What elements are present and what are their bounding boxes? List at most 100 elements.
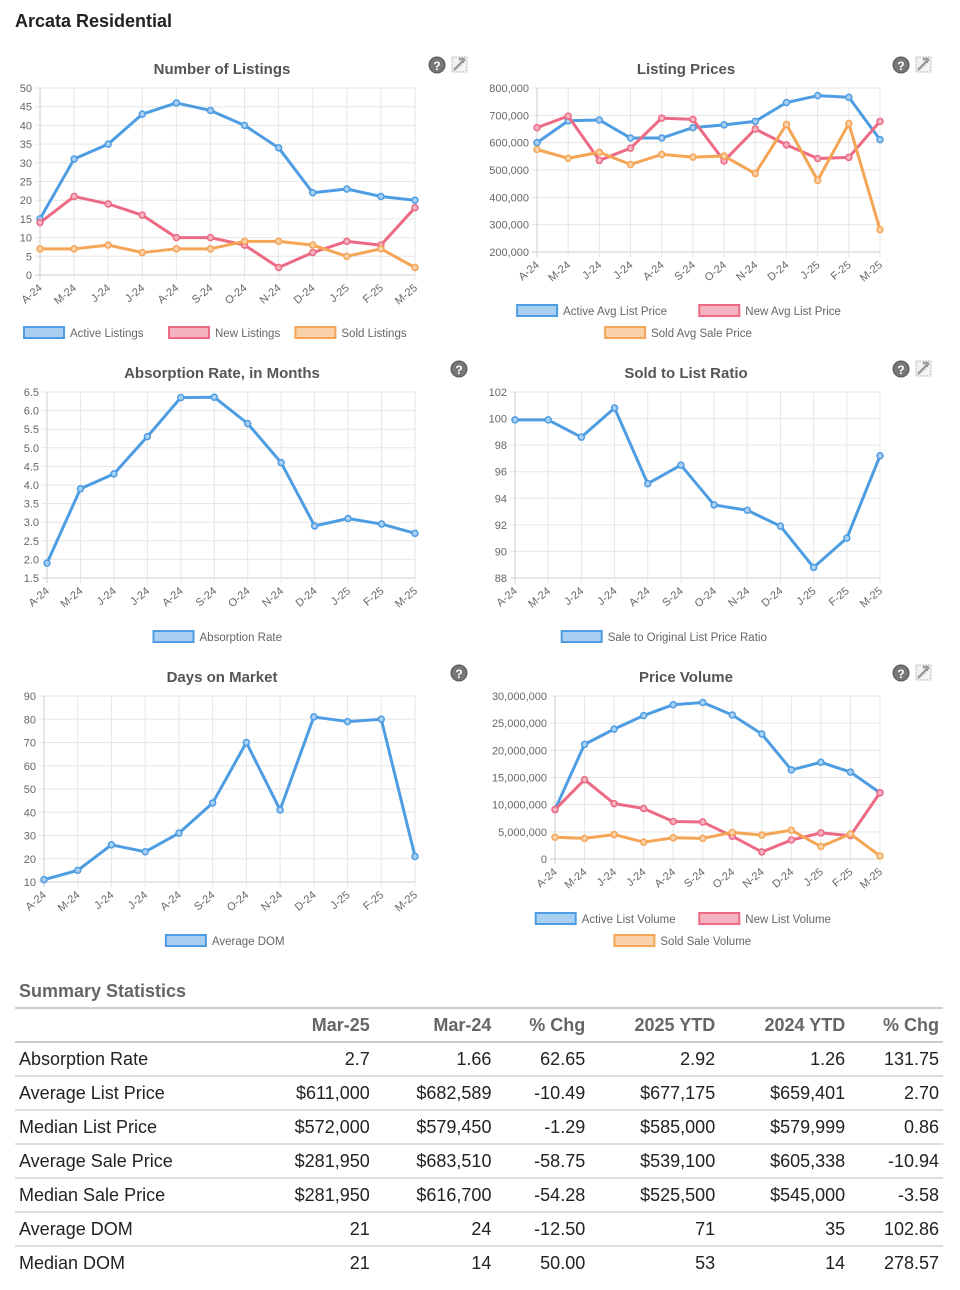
column-header: Mar-24 [373, 1007, 496, 1043]
data-point [580, 775, 589, 784]
legend-item[interactable]: Active Avg List Price [516, 304, 667, 318]
data-point [626, 134, 635, 142]
data-point [751, 117, 760, 126]
data-point [511, 416, 519, 424]
data-point [580, 834, 589, 843]
x-tick-label: N-24 [260, 585, 286, 610]
table-row: Average DOM 21 24 -12.50 71 35 102.86 [15, 1212, 943, 1247]
help-icon-glyph: ? [897, 363, 904, 377]
data-point [310, 713, 318, 721]
chart-settings-icon[interactable] [915, 360, 932, 377]
chart-settings-icon[interactable] [915, 56, 932, 73]
table-cell: $572,000 [252, 1110, 374, 1145]
data-point [308, 241, 317, 249]
data-point [813, 91, 822, 100]
series-line [554, 828, 881, 858]
help-question-icon[interactable]: ? [450, 664, 468, 682]
table-row: Absorption Rate 2.7 1.66 62.65 2.92 1.26 131.7… [15, 1042, 943, 1077]
help-question-icon[interactable]: ? [892, 360, 910, 378]
data-point [36, 245, 44, 253]
data-point [817, 842, 825, 851]
legend-item[interactable]: New Avg List Price [698, 304, 841, 318]
data-point [595, 156, 604, 165]
x-tick-label: J-24 [92, 889, 116, 912]
data-point [343, 717, 352, 726]
help-question-icon[interactable]: ? [892, 56, 910, 74]
x-tick-label: M-25 [858, 259, 885, 284]
data-point [533, 123, 541, 132]
x-tick-label: D-24 [293, 889, 319, 914]
chart-settings-icon[interactable] [915, 664, 932, 681]
help-question-icon[interactable]: ? [450, 360, 468, 378]
legend-item[interactable]: Sold Listings [294, 326, 407, 340]
chart-number-of-listings: Number of Listings ? 0 5 10 15 20 25 30 35 40 45 50 A… [19, 56, 468, 340]
data-point [206, 233, 215, 242]
x-tick-label: N-24 [726, 585, 752, 610]
y-tick-label: 3.5 [24, 499, 39, 511]
legend-item[interactable]: Sold Sale Volume [613, 934, 751, 948]
data-point [639, 804, 648, 813]
table-cell: $281,950 [252, 1144, 374, 1179]
data-point [377, 715, 386, 723]
y-tick-label: 2.5 [24, 536, 39, 548]
x-tick-label: M-24 [546, 259, 573, 284]
x-tick-label: M-25 [393, 282, 420, 307]
legend-item[interactable]: Average DOM [164, 934, 285, 948]
series-new-list-volume [551, 775, 884, 856]
data-point [274, 263, 283, 272]
y-tick-label: 90 [495, 546, 507, 558]
data-point [177, 393, 185, 402]
column-header: 2024 YTD [719, 1007, 850, 1043]
series-line [39, 194, 417, 270]
chart-settings-icon[interactable] [451, 56, 468, 73]
data-point [657, 114, 666, 122]
legend-item[interactable]: New List Volume [698, 912, 831, 926]
legend-label: Active Avg List Price [563, 306, 667, 318]
data-point [411, 196, 419, 204]
x-tick-label: J-25 [794, 585, 818, 608]
data-point [782, 141, 791, 149]
legend-label: New Avg List Price [745, 306, 841, 318]
help-question-icon[interactable]: ? [892, 664, 910, 682]
legend-item[interactable]: Sale to Original List Price Ratio [560, 630, 767, 644]
legend-item[interactable]: Absorption Rate [152, 630, 282, 644]
data-point [551, 805, 559, 814]
data-point [610, 830, 618, 839]
data-point [580, 740, 589, 749]
x-tick-label: O-24 [226, 585, 252, 610]
legend-item[interactable]: Active Listings [23, 326, 144, 340]
x-tick-label: S-24 [660, 585, 686, 609]
data-point [845, 119, 853, 128]
y-tick-label: 92 [495, 520, 507, 532]
series-active-list-volume [551, 698, 884, 814]
y-tick-label: 10 [24, 877, 36, 889]
data-point [277, 458, 285, 467]
legend-item[interactable]: Sold Avg Sale Price [604, 326, 752, 340]
y-tick-label: 30,000,000 [492, 691, 547, 703]
table-cell: -54.28 [495, 1178, 590, 1213]
legend-item[interactable]: Active List Volume [534, 912, 676, 926]
data-point [677, 461, 685, 469]
legend-item[interactable]: New Listings [168, 326, 280, 340]
y-tick-label: 15,000,000 [492, 773, 547, 785]
y-tick-label: 20 [20, 195, 32, 207]
data-point [110, 470, 118, 478]
data-point [595, 116, 604, 124]
table-cell: 35 [719, 1212, 850, 1247]
data-point [377, 245, 385, 253]
y-tick-label: 40 [20, 120, 32, 132]
series-line [536, 122, 882, 231]
x-tick-label: N-24 [259, 889, 285, 914]
help-question-icon[interactable]: ? [428, 56, 446, 74]
x-tick-label: A-24 [516, 259, 542, 283]
data-point [175, 829, 183, 837]
y-tick-label: 6.5 [24, 387, 39, 399]
data-point [43, 559, 51, 567]
x-tick-label: D-24 [759, 585, 785, 610]
series-line [38, 101, 416, 220]
x-tick-label: D-24 [294, 585, 320, 610]
series-new-listings [36, 192, 419, 272]
chart-title: Listing Prices [637, 61, 735, 78]
x-tick-label: S-24 [672, 259, 698, 283]
y-tick-label: 94 [495, 493, 507, 505]
